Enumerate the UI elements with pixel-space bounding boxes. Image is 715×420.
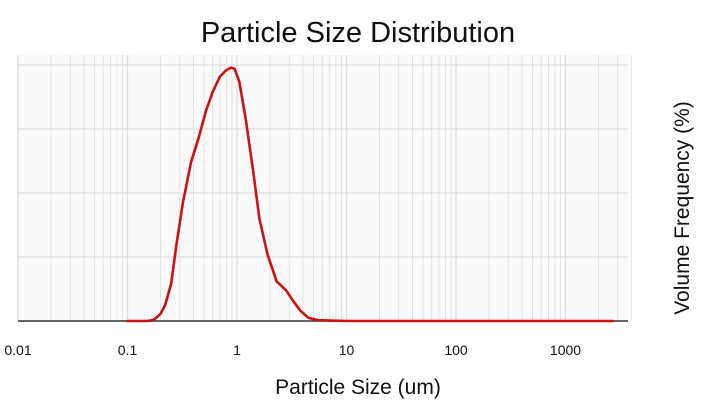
x-tick-label: 1000 xyxy=(550,342,581,358)
x-tick-label: 100 xyxy=(444,342,468,358)
y-axis-label: Volume Frequency (%) xyxy=(671,101,694,315)
chart-title: Particle Size Distribution xyxy=(201,17,515,49)
x-tick-label: 0.1 xyxy=(118,342,138,358)
x-tick-labels: 0.01 0.1 1 10 100 1000 xyxy=(4,342,581,358)
grid xyxy=(17,55,632,321)
x-tick-label: 1 xyxy=(233,342,241,358)
x-tick-label: 10 xyxy=(339,342,355,358)
volume-frequency-series-line xyxy=(126,66,614,323)
x-tick-label: 0.01 xyxy=(4,342,31,358)
plot-area xyxy=(18,55,628,321)
x-axis-label: Particle Size (um) xyxy=(275,376,441,399)
